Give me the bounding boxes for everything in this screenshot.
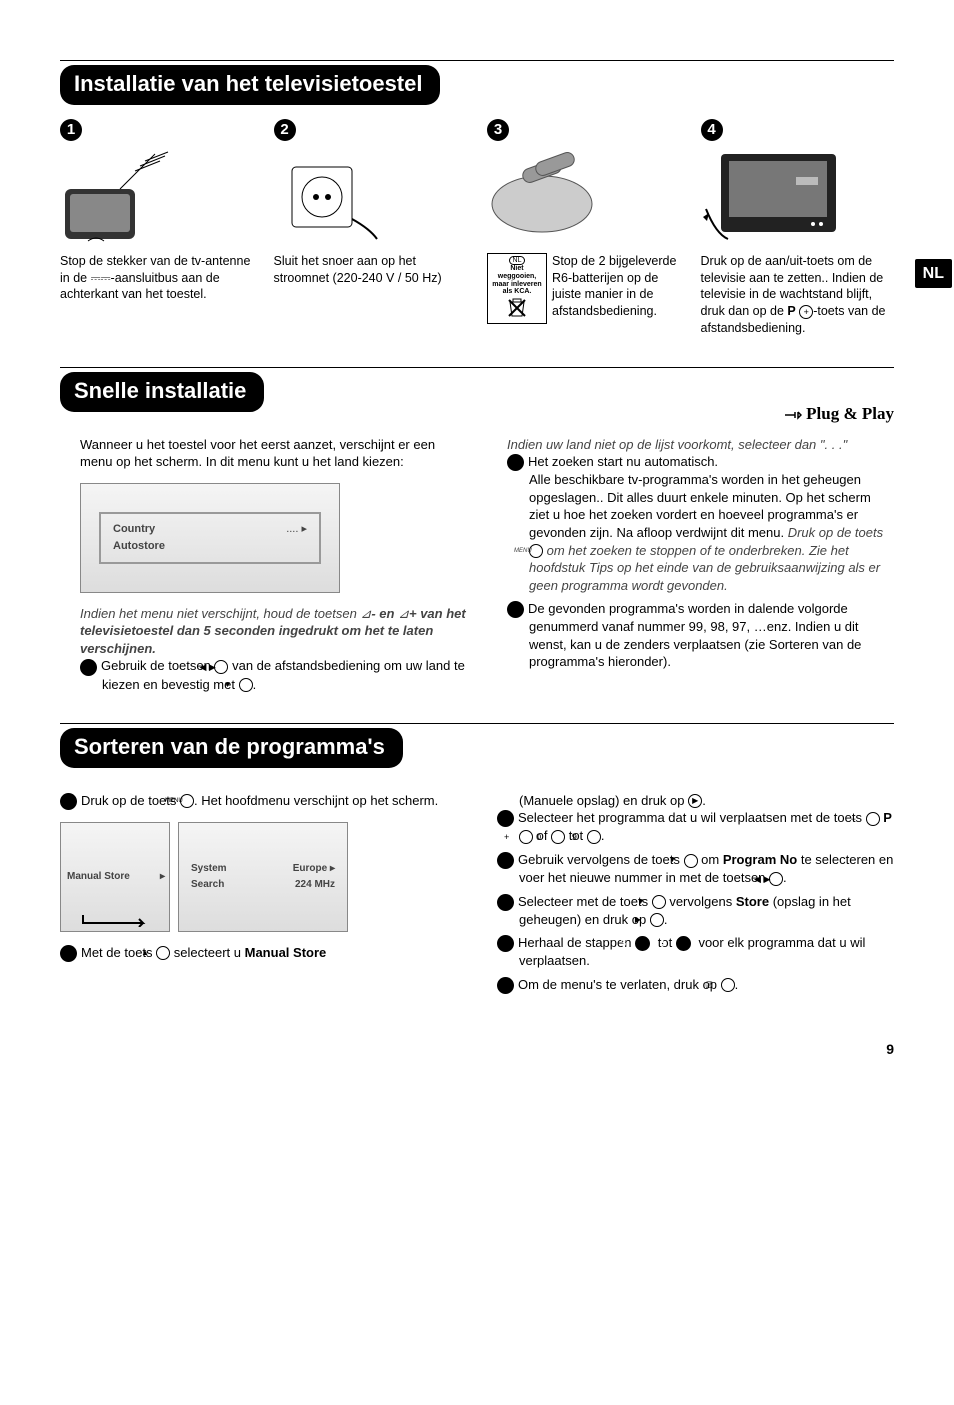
quick-right-col: Indien uw land niet op de lijst voorkomt… <box>507 436 894 699</box>
sort-step-2: 2Met de toets selecteert u Manual Store <box>60 944 457 962</box>
country-menu-mock: Country.... ▸ Autostore <box>80 483 340 593</box>
quick-left-col: Wanneer u het toestel voor het eerst aan… <box>60 436 467 699</box>
down-icon <box>684 854 698 868</box>
sort-step-7: 7Om de menu's te verlaten, druk op ⎚. <box>497 976 894 994</box>
sort-step-1: 1Druk op de toets MENU. Het hoofdmenu ve… <box>60 792 457 810</box>
install-col-2: 2 Sluit het snoer aan op het stroomnet (… <box>274 119 468 287</box>
zero-icon: 0 <box>551 830 565 844</box>
header-install: Installatie van het televisietoestel <box>60 65 440 105</box>
install-col-3: 3 NL Niet weggooien, maar inleveren als … <box>487 119 681 324</box>
tv-on-illustration <box>701 147 895 247</box>
quick-step-1: 1Gebruik de toetsen ◀ ▶ van de afstandsb… <box>80 657 467 693</box>
language-badge-nl: NL <box>915 259 952 289</box>
down-icon <box>652 895 666 909</box>
install-text-4: Druk op de aan/uit-toets om de televisie… <box>701 253 895 337</box>
sort-left-col: 1Druk op de toets MENU. Het hoofdmenu ve… <box>60 792 457 1000</box>
header-sort: Sorteren van de programma's <box>60 728 403 768</box>
minus-icon: − <box>866 812 880 826</box>
remote-batteries-illustration <box>487 147 681 247</box>
exit-icon: ⎚ <box>721 978 735 992</box>
quick-note-1: Indien het menu niet verschijnt, houd de… <box>80 605 467 658</box>
sort-step-3: 3Selecteer het programma dat u wil verpl… <box>497 809 894 845</box>
install-text-2: Sluit het snoer aan op het stroomnet (22… <box>274 253 468 287</box>
install-col-1: 1 Stop de stekker van de tv-antenne in d… <box>60 119 254 304</box>
quick-step-3: 3De gevonden programma's worden in dalen… <box>507 600 894 671</box>
kca-warning-box: NL Niet weggooien, maar inleveren als KC… <box>487 253 547 324</box>
page-number: 9 <box>60 1040 894 1059</box>
step-number: 1 <box>60 119 82 141</box>
install-text-3: NL Niet weggooien, maar inleveren als KC… <box>487 253 681 321</box>
header-quick: Snelle installatie <box>60 372 264 412</box>
plus-icon: + <box>799 305 813 319</box>
menu-icon: MENU <box>529 544 543 558</box>
quick-step-2: 2Het zoeken start nu automatisch. Alle b… <box>507 453 894 594</box>
menu-icon: MENU <box>180 794 194 808</box>
sort-step-5: 5Selecteer met de toets vervolgens Store… <box>497 893 894 929</box>
manual-store-menu-mock: Manual Store▸ SystemEurope ▸ Search224 M… <box>60 822 350 932</box>
down-icon <box>239 678 253 692</box>
step-number: 2 <box>274 119 296 141</box>
left-right-icon: ◀ ▶ <box>214 660 228 674</box>
install-text-1: Stop de stekker van de tv-antenne in de … <box>60 253 254 304</box>
plug-and-play-label: Plug & Play <box>784 403 894 426</box>
tv-antenna-illustration <box>60 147 254 247</box>
sort-step-6: 6Herhaal de stappen 3 tot 5 voor elk pro… <box>497 934 894 970</box>
quick-note-country: Indien uw land niet op de lijst voorkomt… <box>507 436 894 454</box>
nine-icon: 9 <box>587 830 601 844</box>
left-right-icon: ◀ ▶ <box>769 872 783 886</box>
vol-minus-icon: ⊿ <box>360 606 371 621</box>
quick-intro: Wanneer u het toestel voor het eerst aan… <box>80 436 467 471</box>
vol-plus-icon: ⊿ <box>398 606 409 621</box>
right-icon <box>650 913 664 927</box>
step-number: 4 <box>701 119 723 141</box>
plus-icon: + <box>519 830 533 844</box>
sort-continuation: (Manuele opslag) en druk op . <box>497 792 894 810</box>
sort-step-4: 4Gebruik vervolgens de toets om Program … <box>497 851 894 887</box>
install-col-4: 4 Druk op de aan/uit-toets om de televis… <box>701 119 895 337</box>
right-icon <box>688 794 702 808</box>
quick-install-columns: Wanneer u het toestel voor het eerst aan… <box>60 436 894 699</box>
up-icon <box>156 946 170 960</box>
install-steps-row: 1 Stop de stekker van de tv-antenne in d… <box>60 119 894 337</box>
sort-columns: 1Druk op de toets MENU. Het hoofdmenu ve… <box>60 792 894 1000</box>
sort-right-col: (Manuele opslag) en druk op . 3Selecteer… <box>497 792 894 1000</box>
step-number: 3 <box>487 119 509 141</box>
antenna-socket-icon: ⎓⎓ <box>91 270 111 285</box>
power-plug-illustration <box>274 147 468 247</box>
